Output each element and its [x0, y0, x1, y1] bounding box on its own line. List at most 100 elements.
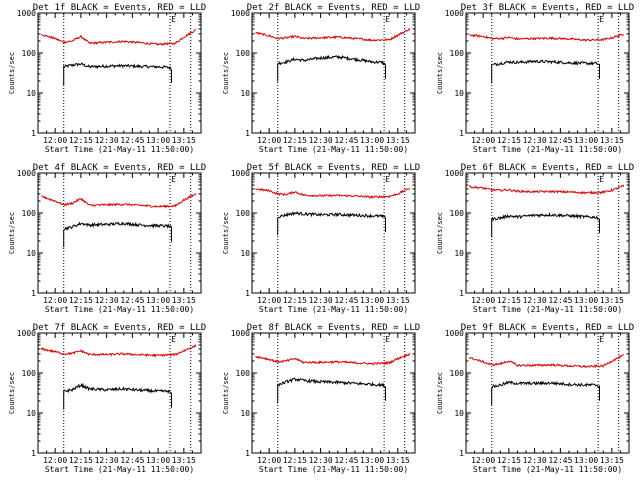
event-flag: E	[171, 335, 176, 344]
y-tick-label: 100	[450, 369, 465, 378]
events-series-line	[63, 62, 172, 86]
event-flag: E	[599, 15, 604, 24]
lld-series-line	[469, 33, 625, 43]
x-tick-label: 12:15	[283, 136, 307, 145]
y-tick-label: 1	[459, 449, 464, 458]
y-tick-label: 1	[31, 449, 36, 458]
y-axis-label: Counts/sec	[436, 52, 444, 94]
y-axis-label: Counts/sec	[222, 52, 230, 94]
panel-title: Det 4f BLACK = Events, RED = LLD	[33, 163, 206, 173]
event-flag: E	[599, 335, 604, 344]
x-tick-label: 13:15	[172, 136, 196, 145]
x-tick-label: 12:30	[95, 456, 119, 465]
x-axis-label: Start Time (21-May-11 11:50:00)	[45, 145, 194, 154]
x-tick-label: 13:15	[386, 296, 410, 305]
lld-series-line	[255, 27, 411, 42]
plot-frame	[465, 172, 630, 294]
x-tick-label: 13:00	[360, 136, 384, 145]
events-series-line	[491, 212, 600, 238]
y-axis-label: Counts/sec	[8, 372, 16, 414]
x-tick-label: 13:00	[146, 136, 170, 145]
x-tick-label: 12:30	[95, 136, 119, 145]
detector-panel: Det 1f BLACK = Events, RED = LLD 1 10 100 10…	[8, 3, 206, 154]
x-tick-label: 12:30	[309, 136, 333, 145]
x-axis-label: Start Time (21-May-11 11:50:00)	[473, 145, 622, 154]
x-tick-label: 12:00	[43, 456, 67, 465]
lld-series-line	[255, 352, 411, 366]
x-tick-label: 13:00	[146, 456, 170, 465]
x-tick-label: 13:15	[600, 296, 624, 305]
y-tick-label: 1000	[231, 329, 250, 338]
y-axis-label: Counts/sec	[222, 212, 230, 254]
x-tick-label: 13:00	[574, 296, 598, 305]
event-flag: E	[599, 175, 604, 184]
event-flag: E	[171, 15, 176, 24]
events-series-line	[63, 382, 172, 410]
x-tick-label: 13:00	[574, 136, 598, 145]
x-tick-label: 13:00	[360, 296, 384, 305]
x-tick-label: 12:15	[69, 456, 93, 465]
x-tick-label: 12:15	[497, 136, 521, 145]
x-tick-label: 12:45	[334, 136, 358, 145]
x-tick-label: 12:00	[257, 456, 281, 465]
x-tick-label: 12:45	[548, 456, 572, 465]
y-tick-label: 1	[459, 129, 464, 138]
plot-frame	[37, 12, 202, 134]
y-tick-label: 10	[240, 89, 250, 98]
x-tick-label: 12:45	[548, 296, 572, 305]
event-flag: E	[385, 175, 390, 184]
x-tick-label: 12:15	[497, 296, 521, 305]
lld-series-line	[41, 29, 196, 47]
x-tick-label: 12:15	[497, 456, 521, 465]
plot-frame	[251, 172, 416, 294]
detector-panel: Det 7f BLACK = Events, RED = LLD 1 10 100 10…	[8, 323, 206, 474]
event-flag: E	[385, 335, 390, 344]
x-tick-label: 13:15	[386, 136, 410, 145]
x-tick-label: 12:00	[471, 456, 495, 465]
x-tick-label: 12:30	[309, 296, 333, 305]
y-tick-label: 10	[454, 249, 464, 258]
y-tick-label: 1	[31, 289, 36, 298]
panel-title: Det 5f BLACK = Events, RED = LLD	[247, 163, 420, 173]
x-tick-label: 13:15	[600, 456, 624, 465]
detector-panel: Det 4f BLACK = Events, RED = LLD 1 10 100 10…	[8, 163, 206, 314]
y-tick-label: 10	[26, 409, 36, 418]
y-axis-label: Counts/sec	[8, 52, 16, 94]
x-axis-label: Start Time (21-May-11 11:50:00)	[45, 465, 194, 474]
x-tick-label: 12:45	[548, 136, 572, 145]
x-tick-label: 12:15	[283, 296, 307, 305]
x-tick-label: 13:15	[172, 296, 196, 305]
plot-frame	[251, 332, 416, 454]
y-tick-label: 100	[22, 369, 37, 378]
panel-title: Det 9f BLACK = Events, RED = LLD	[461, 323, 634, 333]
y-tick-label: 100	[236, 369, 251, 378]
x-tick-label: 12:45	[334, 456, 358, 465]
y-axis-label: Counts/sec	[222, 372, 230, 414]
lld-series-line	[41, 193, 197, 209]
x-tick-label: 12:00	[257, 136, 281, 145]
x-axis-label: Start Time (21-May-11 11:50:00)	[259, 145, 408, 154]
y-tick-label: 100	[236, 49, 251, 58]
y-tick-label: 1000	[445, 9, 464, 18]
y-tick-label: 100	[22, 49, 37, 58]
x-tick-label: 12:15	[69, 136, 93, 145]
y-tick-label: 1	[459, 289, 464, 298]
y-tick-label: 1	[245, 129, 250, 138]
x-tick-label: 13:15	[386, 456, 410, 465]
y-tick-label: 10	[240, 409, 250, 418]
x-axis-label: Start Time (21-May-11 11:50:00)	[473, 465, 622, 474]
plot-frame	[251, 12, 416, 134]
x-axis-label: Start Time (21-May-11 11:50:00)	[259, 305, 408, 314]
x-tick-label: 12:00	[257, 296, 281, 305]
x-tick-label: 12:00	[471, 136, 495, 145]
x-tick-label: 12:45	[120, 456, 144, 465]
y-tick-label: 1000	[17, 9, 36, 18]
panel-title: Det 1f BLACK = Events, RED = LLD	[33, 3, 206, 13]
x-tick-label: 12:45	[120, 136, 144, 145]
y-tick-label: 100	[450, 209, 465, 218]
lld-series-line	[469, 184, 625, 195]
y-tick-label: 1	[245, 449, 250, 458]
y-tick-label: 1	[245, 289, 250, 298]
y-axis-label: Counts/sec	[436, 212, 444, 254]
